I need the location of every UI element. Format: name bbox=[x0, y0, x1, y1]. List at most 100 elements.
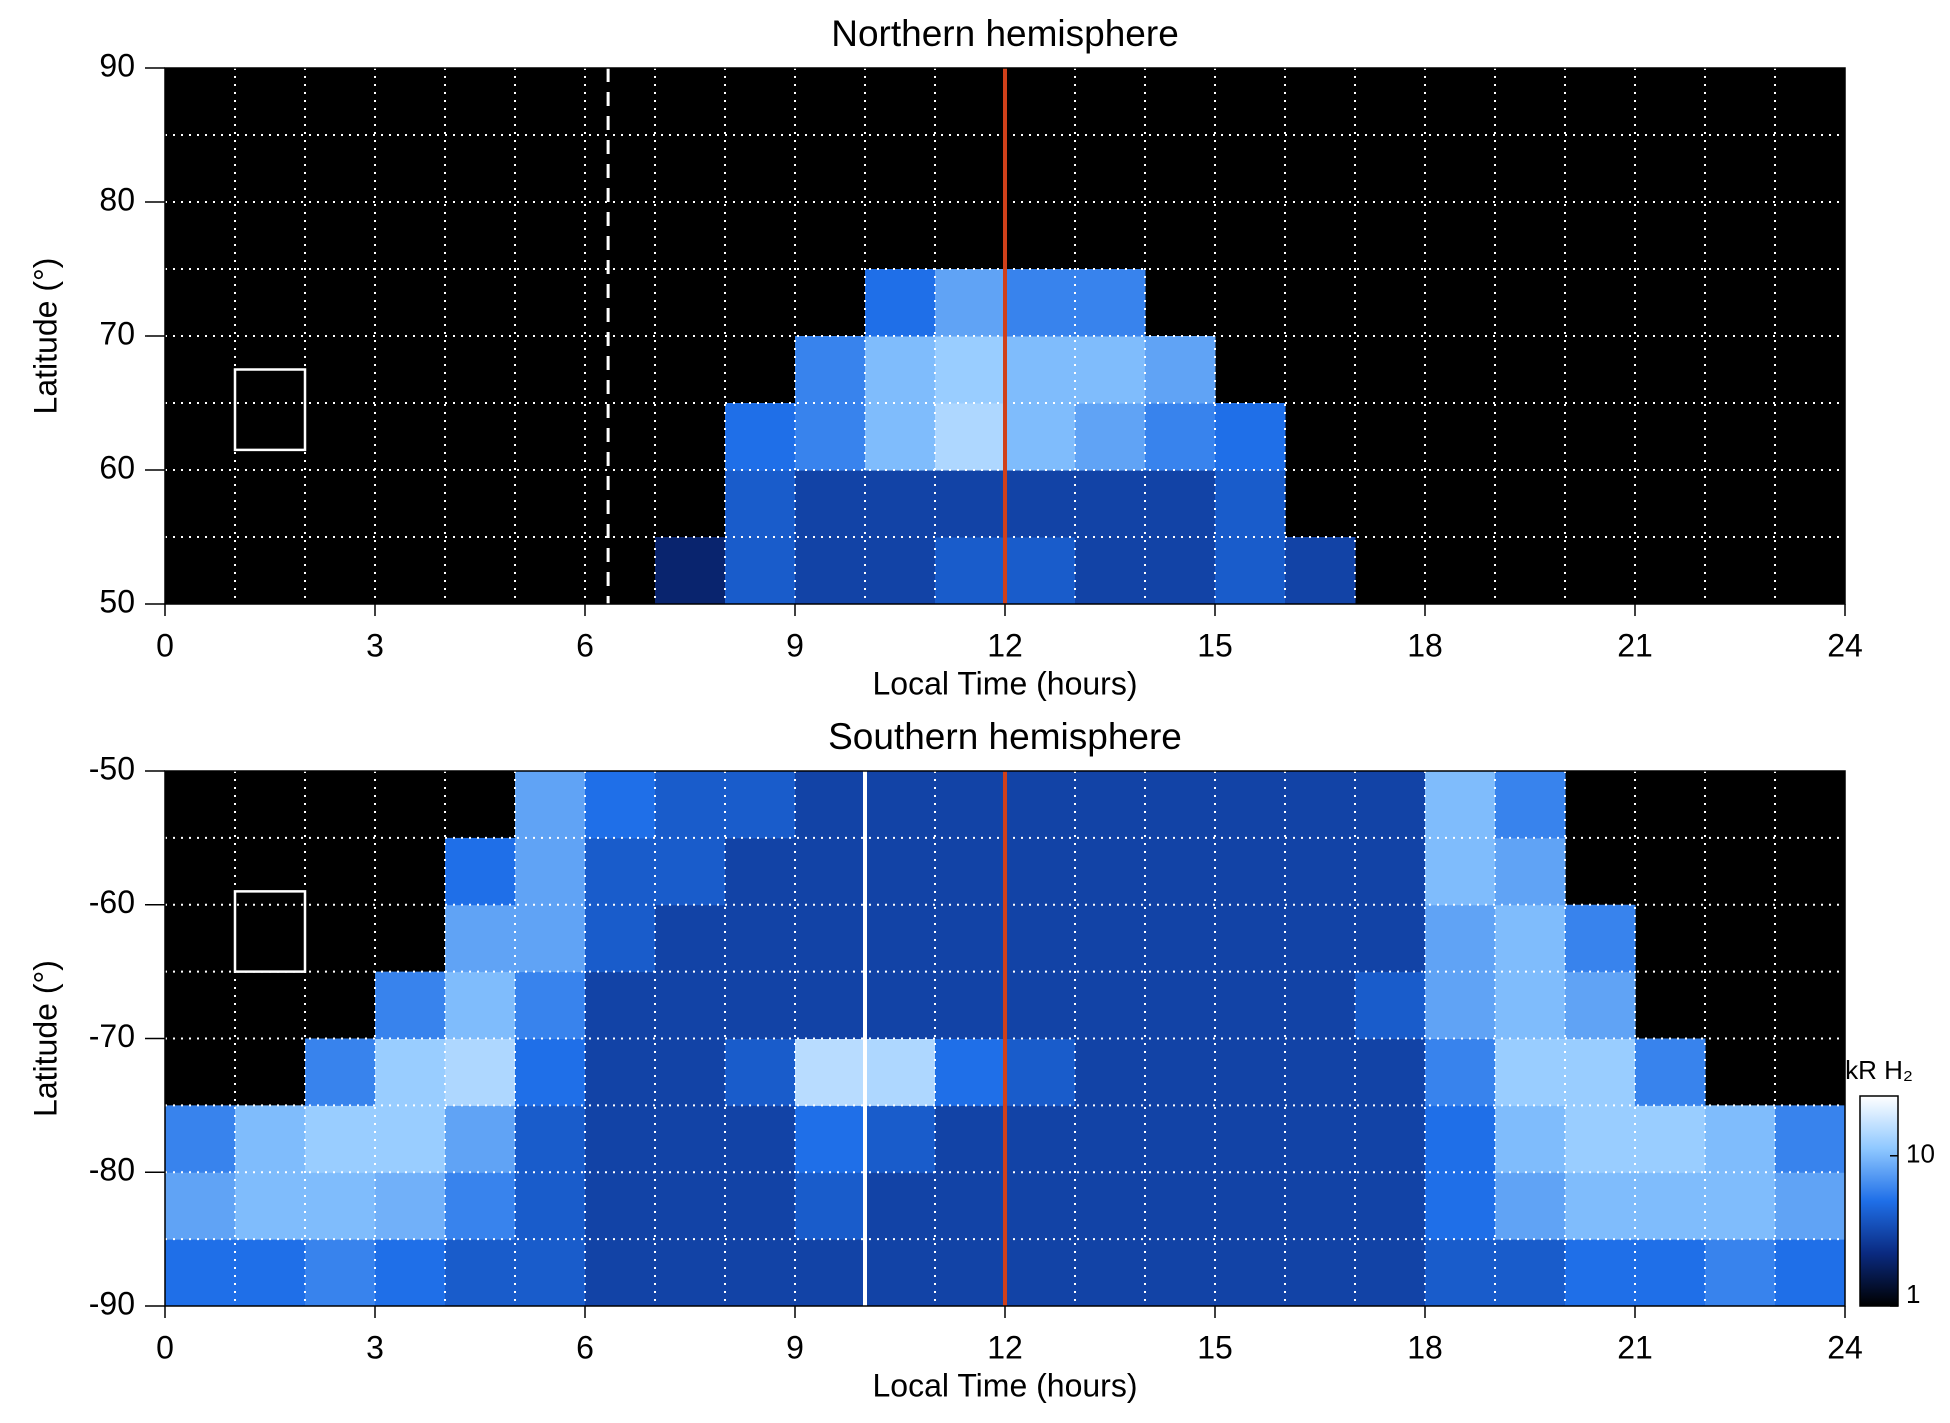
heat-cell bbox=[1565, 1239, 1636, 1307]
heat-cell bbox=[725, 537, 796, 605]
heat-cell bbox=[725, 837, 796, 906]
heat-cell bbox=[1355, 904, 1426, 973]
x-tick-label: 3 bbox=[366, 1329, 384, 1365]
x-tick-label: 21 bbox=[1617, 627, 1653, 663]
heat-cell bbox=[1495, 1105, 1566, 1173]
heat-cell bbox=[1285, 1239, 1356, 1307]
heat-cell bbox=[1145, 971, 1216, 1039]
heat-cell bbox=[1145, 1105, 1216, 1173]
heat-cell bbox=[795, 1105, 866, 1173]
heat-cell bbox=[305, 1038, 376, 1106]
colorbar-tick-label: 10 bbox=[1906, 1139, 1935, 1169]
heat-cell bbox=[1215, 1038, 1286, 1106]
heat-cell bbox=[725, 470, 796, 538]
y-axis-label: Latitude (°) bbox=[27, 258, 63, 415]
heat-cell bbox=[1215, 971, 1286, 1039]
x-tick-label: 6 bbox=[576, 1329, 594, 1365]
heat-cell bbox=[1005, 537, 1076, 605]
heat-cell bbox=[585, 771, 656, 839]
heat-cell bbox=[865, 403, 936, 471]
heat-cell bbox=[1215, 904, 1286, 973]
y-tick-label: 80 bbox=[99, 181, 135, 217]
heat-cell bbox=[865, 771, 936, 839]
heat-cell bbox=[655, 771, 726, 839]
heat-cell bbox=[1145, 470, 1216, 538]
heat-cell bbox=[795, 1038, 866, 1106]
heat-cell bbox=[1145, 904, 1216, 973]
heat-cell bbox=[1215, 837, 1286, 906]
heat-cell bbox=[305, 1105, 376, 1173]
heat-cell bbox=[795, 470, 866, 538]
heat-cell bbox=[865, 904, 936, 973]
heat-cell bbox=[1495, 771, 1566, 839]
x-tick-label: 18 bbox=[1407, 1329, 1443, 1365]
heat-cell bbox=[865, 537, 936, 605]
heat-cell bbox=[1005, 470, 1076, 538]
y-tick-label: -50 bbox=[89, 750, 135, 786]
heat-cell bbox=[1425, 904, 1496, 973]
heat-cell bbox=[655, 1105, 726, 1173]
heat-cell bbox=[1285, 1105, 1356, 1173]
heat-cell bbox=[515, 971, 586, 1039]
heat-cell bbox=[655, 971, 726, 1039]
x-tick-label: 0 bbox=[156, 1329, 174, 1365]
heat-cell bbox=[1145, 1038, 1216, 1106]
heat-cell bbox=[235, 1105, 306, 1173]
x-tick-label: 15 bbox=[1197, 1329, 1233, 1365]
region-box bbox=[233, 890, 307, 973]
heat-cell bbox=[1565, 971, 1636, 1039]
heat-cell bbox=[1635, 1105, 1706, 1173]
x-axis-label: Local Time (hours) bbox=[873, 665, 1138, 701]
y-tick-label: 50 bbox=[99, 583, 135, 619]
heat-cell bbox=[515, 837, 586, 906]
heat-cell bbox=[1145, 1239, 1216, 1307]
heat-cell bbox=[1075, 269, 1146, 337]
region-box bbox=[233, 368, 307, 452]
heat-cell bbox=[305, 1172, 376, 1240]
chart-title: Northern hemisphere bbox=[831, 13, 1179, 54]
heat-cell bbox=[445, 971, 516, 1039]
heat-cell bbox=[1005, 1172, 1076, 1240]
heat-cell bbox=[1425, 1239, 1496, 1307]
heat-cell bbox=[655, 1038, 726, 1106]
heat-cell bbox=[725, 771, 796, 839]
heat-cell bbox=[725, 1105, 796, 1173]
heat-cell bbox=[375, 1172, 446, 1240]
heat-cell bbox=[935, 904, 1006, 973]
heat-cell bbox=[725, 403, 796, 471]
heat-cell bbox=[1355, 1105, 1426, 1173]
x-tick-label: 9 bbox=[786, 1329, 804, 1365]
heat-cell bbox=[375, 1105, 446, 1173]
heat-cell bbox=[1355, 1172, 1426, 1240]
heat-cell bbox=[1075, 336, 1146, 404]
heat-cell bbox=[515, 771, 586, 839]
heat-cell bbox=[935, 771, 1006, 839]
heat-cell bbox=[795, 1172, 866, 1240]
y-tick-label: 70 bbox=[99, 315, 135, 351]
heat-cell bbox=[1355, 971, 1426, 1039]
x-axis-label: Local Time (hours) bbox=[873, 1367, 1138, 1403]
heat-cell bbox=[515, 1038, 586, 1106]
x-tick-label: 12 bbox=[987, 627, 1023, 663]
heat-cell bbox=[725, 1239, 796, 1307]
colorbar-label: kR H₂ bbox=[1845, 1055, 1913, 1085]
heat-cell bbox=[1495, 837, 1566, 906]
heat-cell bbox=[655, 537, 726, 605]
heat-cell bbox=[1565, 1038, 1636, 1106]
heat-cell bbox=[585, 1038, 656, 1106]
y-axis-label: Latitude (°) bbox=[27, 960, 63, 1117]
heat-cell bbox=[165, 1172, 236, 1240]
heat-cell bbox=[1005, 971, 1076, 1039]
heat-cell bbox=[1145, 403, 1216, 471]
heat-cell bbox=[1425, 1038, 1496, 1106]
heat-cell bbox=[935, 1105, 1006, 1173]
heat-cell bbox=[585, 1172, 656, 1240]
heat-cell bbox=[1145, 336, 1216, 404]
heat-cell bbox=[1075, 537, 1146, 605]
heat-cell bbox=[865, 837, 936, 906]
heat-cell bbox=[935, 403, 1006, 471]
heat-cell bbox=[305, 1239, 376, 1307]
heat-cell bbox=[445, 1038, 516, 1106]
heat-cell bbox=[1355, 1239, 1426, 1307]
